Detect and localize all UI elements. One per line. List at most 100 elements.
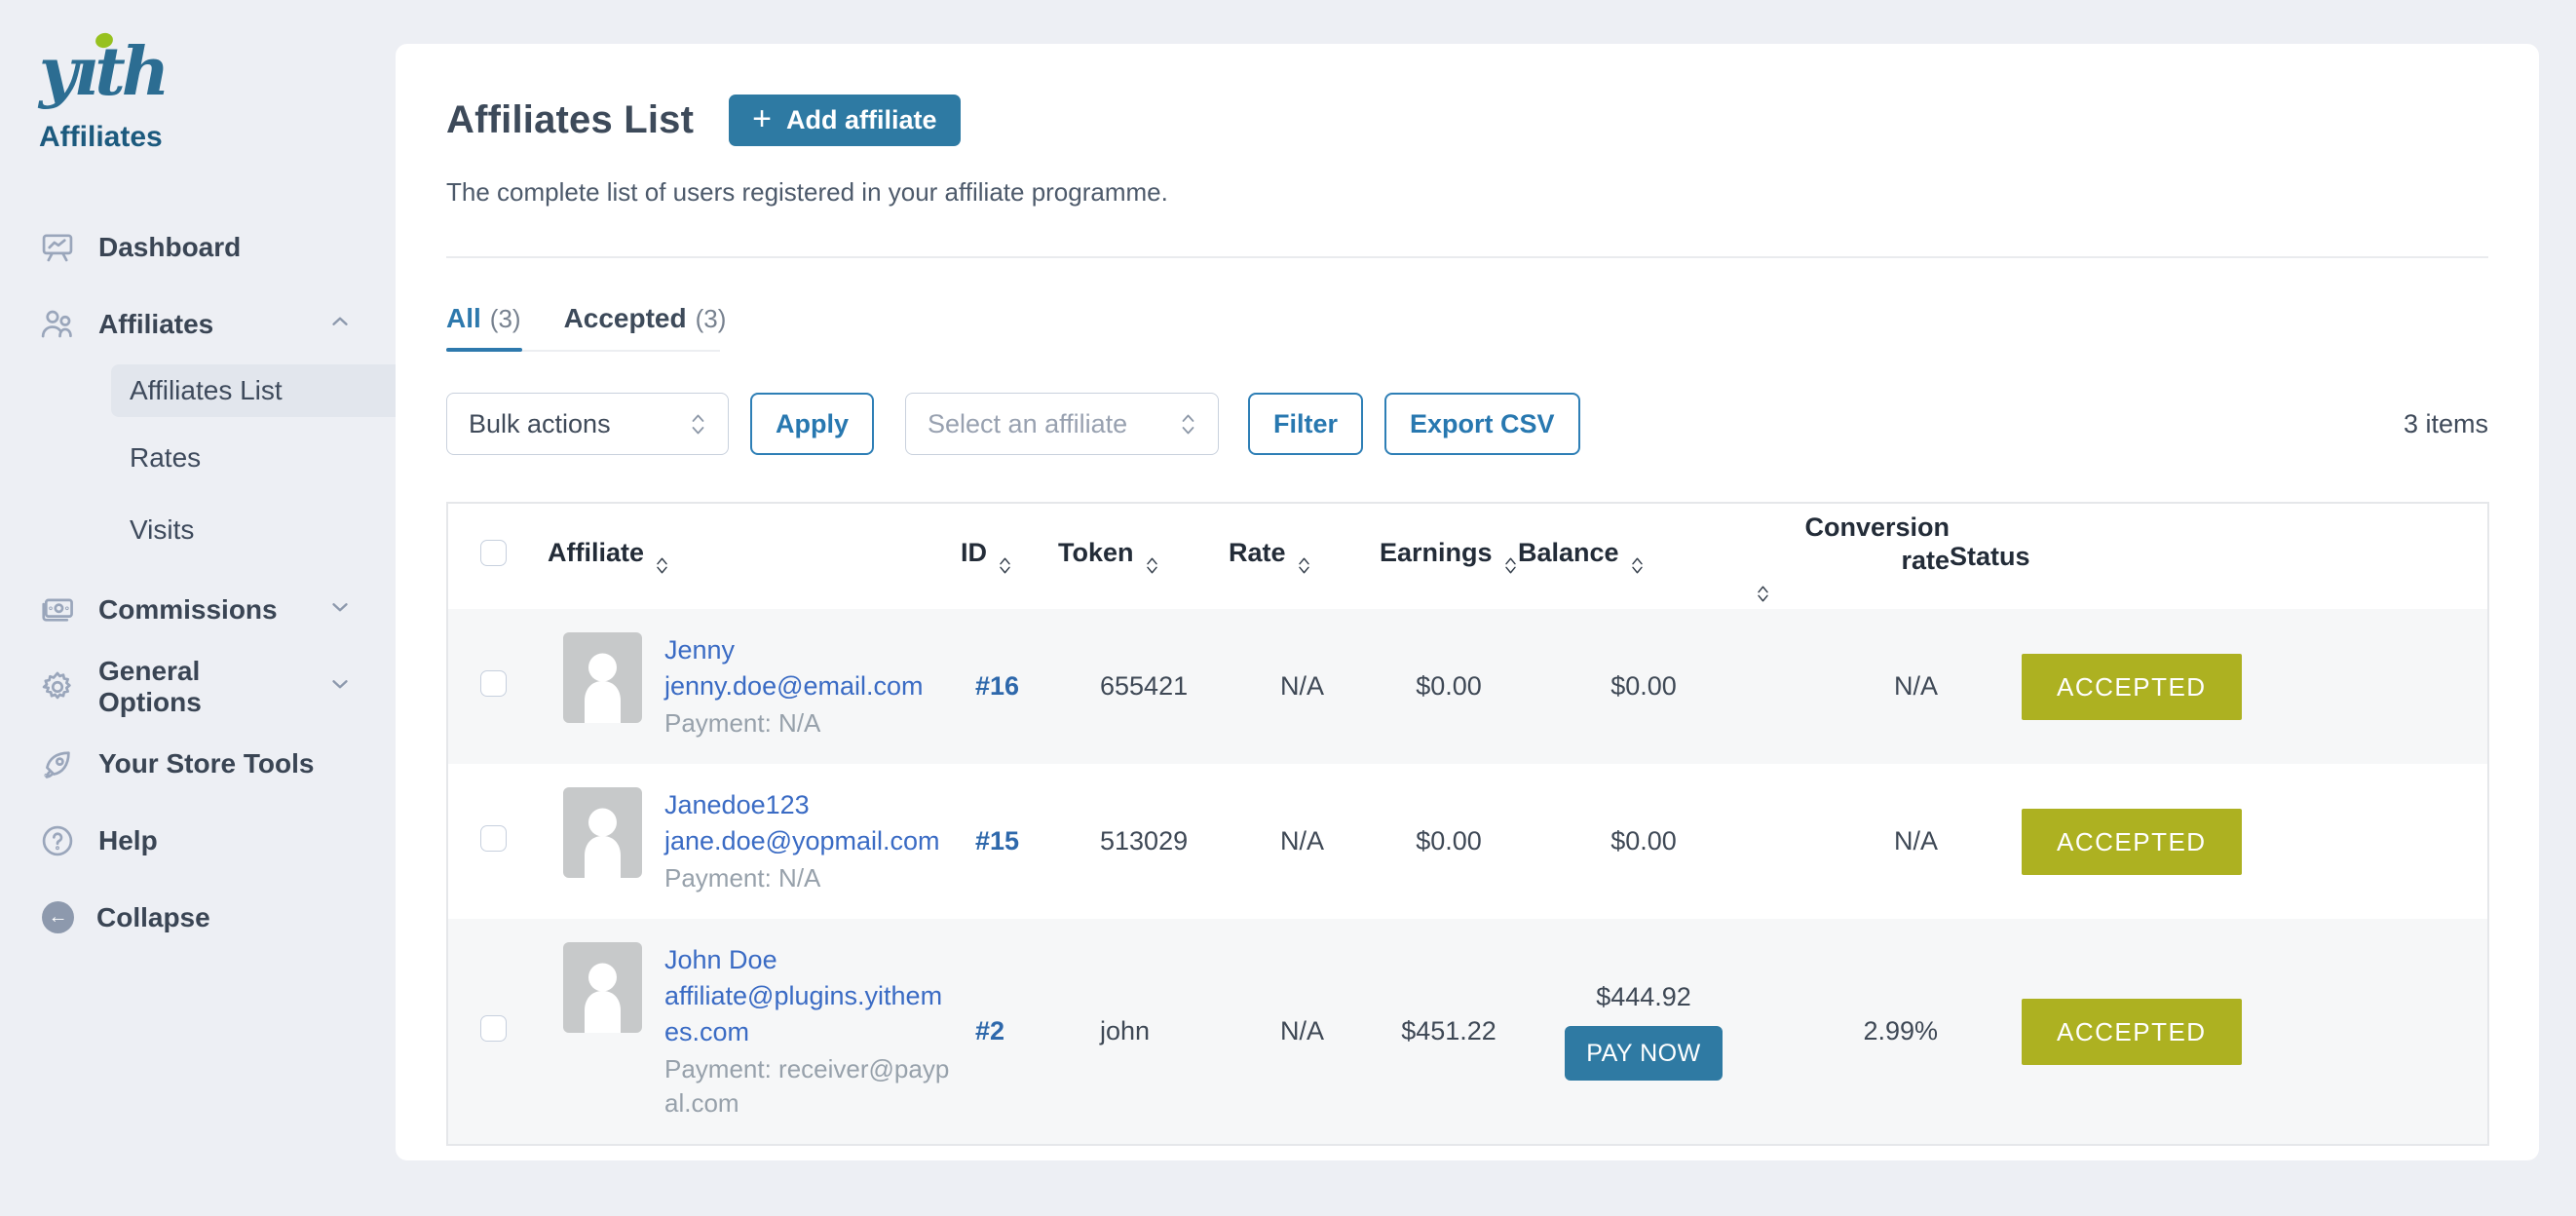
- balance-value: $0.00: [1610, 671, 1677, 701]
- sidebar-item-collapse[interactable]: ← Collapse: [39, 879, 396, 956]
- earnings-cell: $0.00: [1416, 826, 1482, 855]
- affiliate-name-link[interactable]: John Doe: [664, 945, 777, 974]
- filter-button[interactable]: Filter: [1248, 393, 1364, 455]
- sort-icon[interactable]: [1297, 556, 1311, 575]
- affiliate-email-link[interactable]: jenny.doe@email.com: [664, 671, 924, 701]
- table-row: Janedoe123 jane.doe@yopmail.com Payment:…: [447, 764, 2488, 919]
- rate-cell: N/A: [1280, 671, 1325, 701]
- banknote-icon: [39, 591, 76, 628]
- sort-icon[interactable]: [998, 556, 1012, 575]
- items-count: 3 items: [2403, 408, 2488, 438]
- chevron-down-icon: [327, 671, 353, 702]
- select-all-checkbox[interactable]: [480, 540, 507, 566]
- select-stepper-icon: [1180, 413, 1196, 436]
- column-header-balance[interactable]: Balance: [1518, 503, 1745, 609]
- status-badge: ACCEPTED: [2022, 808, 2242, 875]
- sidebar-item-label: Your Store Tools: [98, 747, 315, 779]
- sort-icon[interactable]: [1630, 556, 1645, 575]
- sidebar-item-label: General Options: [98, 655, 202, 717]
- add-affiliate-button[interactable]: + Add affiliate: [729, 95, 961, 146]
- affiliate-id-link[interactable]: #2: [975, 1016, 1005, 1045]
- sidebar-item-rates[interactable]: Rates: [111, 427, 409, 489]
- sort-icon[interactable]: [1756, 585, 1950, 603]
- sidebar-item-commissions[interactable]: Commissions: [39, 571, 396, 648]
- sidebar-item-label: Commissions: [98, 593, 278, 625]
- card-header: Affiliates List + Add affiliate The comp…: [396, 44, 2539, 258]
- earnings-cell: $0.00: [1416, 671, 1482, 701]
- sidebar-item-dashboard[interactable]: Dashboard: [39, 209, 396, 285]
- yith-logo: yıth: [39, 30, 170, 105]
- sidebar-item-visits[interactable]: Visits: [111, 499, 409, 561]
- dashboard-icon: [39, 229, 76, 266]
- column-header-token[interactable]: Token: [1058, 503, 1229, 609]
- conversion-cell: 2.99%: [1863, 1016, 1938, 1045]
- sidebar-item-label: Dashboard: [98, 231, 242, 262]
- sidebar-item-help[interactable]: Help: [39, 802, 396, 879]
- sidebar-item-label: Help: [98, 824, 158, 855]
- sidebar-item-affiliates-list[interactable]: Affiliates List: [111, 364, 409, 417]
- sidebar-item-general-options[interactable]: General Options: [39, 648, 396, 725]
- table-header-row: Affiliate ID Token Rate Earnings: [447, 503, 2488, 609]
- add-affiliate-label: Add affiliate: [786, 105, 937, 134]
- affiliate-payment: Payment: N/A: [664, 863, 821, 893]
- rate-cell: N/A: [1280, 1016, 1325, 1045]
- sidebar-item-label: Visits: [130, 514, 195, 545]
- chevron-down-icon: [327, 594, 353, 625]
- column-header-affiliate[interactable]: Affiliate: [548, 503, 961, 609]
- token-cell: john: [1100, 1016, 1151, 1045]
- column-header-status: Status: [1950, 503, 2488, 609]
- export-csv-button[interactable]: Export CSV: [1384, 393, 1580, 455]
- sidebar-item-affiliates[interactable]: Affiliates: [39, 285, 396, 362]
- select-affiliate-select[interactable]: Select an affiliate: [905, 393, 1220, 455]
- avatar: [563, 942, 642, 1033]
- sidebar-item-label: Affiliates List: [130, 375, 283, 405]
- affiliate-payment: Payment: receiver@paypal.com: [664, 1054, 950, 1118]
- earnings-cell: $451.22: [1401, 1016, 1496, 1045]
- tab-all[interactable]: All (3): [446, 303, 521, 333]
- sort-icon[interactable]: [1503, 556, 1518, 575]
- main-card: Affiliates List + Add affiliate The comp…: [396, 44, 2539, 1160]
- sidebar-item-label: Collapse: [96, 901, 210, 932]
- column-header-id[interactable]: ID: [961, 503, 1058, 609]
- pay-now-button[interactable]: PAY NOW: [1565, 1026, 1723, 1081]
- sidebar-menu: Dashboard Affiliates Affiliates List Rat…: [39, 209, 409, 956]
- affiliate-payment: Payment: N/A: [664, 708, 821, 738]
- users-icon: [39, 306, 76, 343]
- tab-accepted[interactable]: Accepted (3): [563, 303, 727, 333]
- select-stepper-icon: [690, 413, 706, 436]
- conversion-cell: N/A: [1893, 671, 1938, 701]
- brand-label: Affiliates: [39, 121, 163, 153]
- table-row: Jenny jenny.doe@email.com Payment: N/A #…: [447, 609, 2488, 764]
- yith-logo-text: yıth: [39, 33, 170, 111]
- balance-value: $444.92: [1596, 982, 1691, 1011]
- sidebar-item-your-store-tools[interactable]: Your Store Tools: [39, 725, 396, 802]
- collapse-arrow-icon: ←: [42, 901, 74, 933]
- column-header-conversion-rate[interactable]: Conversion rate: [1745, 503, 1950, 609]
- chevron-up-icon: [327, 309, 353, 339]
- row-checkbox[interactable]: [480, 824, 507, 852]
- affiliate-id-link[interactable]: #15: [975, 826, 1020, 855]
- affiliate-email-link[interactable]: jane.doe@yopmail.com: [664, 826, 940, 855]
- affiliate-id-link[interactable]: #16: [975, 671, 1020, 701]
- help-icon: [39, 822, 76, 859]
- sort-icon[interactable]: [1145, 556, 1159, 575]
- avatar: [563, 787, 642, 878]
- column-header-earnings[interactable]: Earnings: [1380, 503, 1518, 609]
- sidebar-item-label: Rates: [130, 442, 202, 473]
- page-subtitle: The complete list of users registered in…: [446, 177, 1168, 207]
- affiliate-email-link[interactable]: affiliate@plugins.yithemes.com: [664, 981, 943, 1046]
- affiliate-name-link[interactable]: Janedoe123: [664, 790, 810, 819]
- sort-icon[interactable]: [655, 556, 669, 575]
- token-cell: 513029: [1100, 826, 1189, 855]
- row-checkbox[interactable]: [480, 669, 507, 697]
- balance-value: $0.00: [1610, 826, 1677, 855]
- affiliates-table-body: Jenny jenny.doe@email.com Payment: N/A #…: [447, 609, 2488, 1145]
- affiliate-name-link[interactable]: Jenny: [664, 635, 736, 665]
- header-divider: [446, 256, 2488, 258]
- column-header-rate[interactable]: Rate: [1229, 503, 1380, 609]
- apply-button[interactable]: Apply: [750, 393, 875, 455]
- row-checkbox[interactable]: [480, 1014, 507, 1042]
- tab-bar: All (3) Accepted (3): [446, 303, 726, 352]
- bulk-actions-select[interactable]: Bulk actions: [446, 393, 729, 455]
- avatar: [563, 632, 642, 723]
